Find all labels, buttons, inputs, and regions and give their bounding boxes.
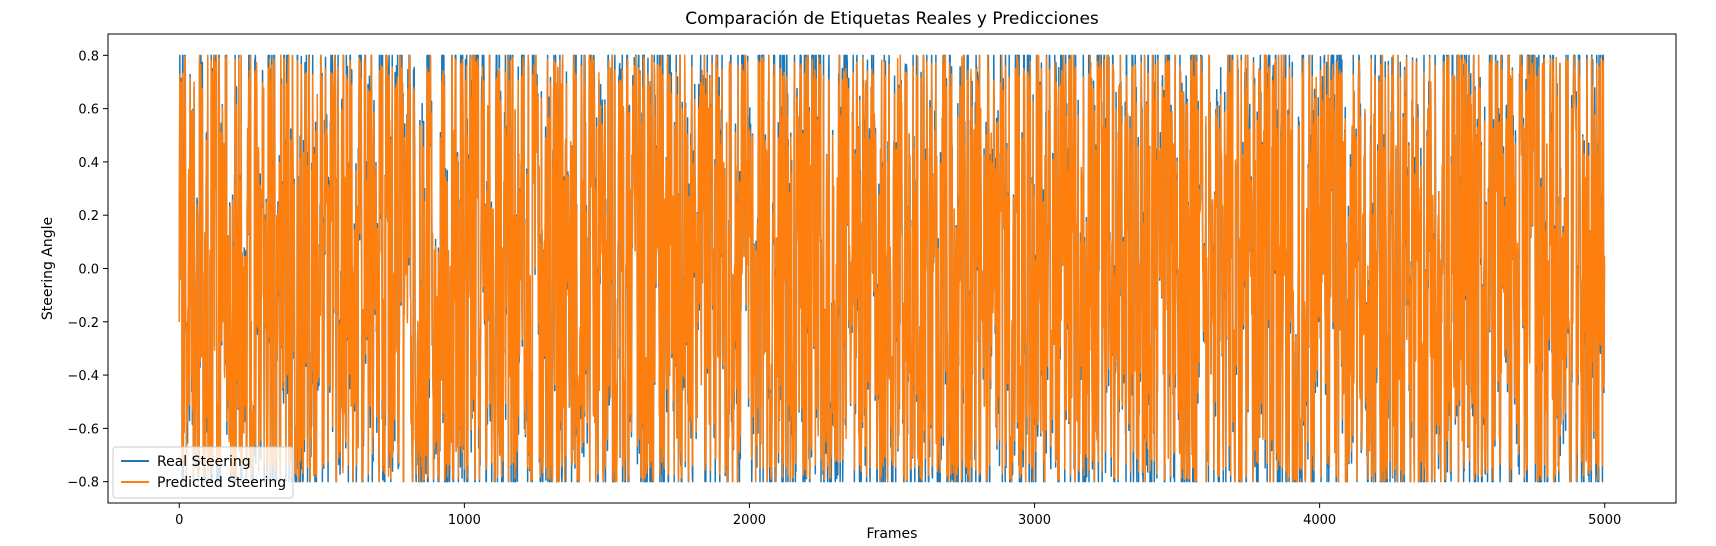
- y-axis-label: Steering Angle: [40, 217, 56, 320]
- x-axis: 0 1000 2000 3000 4000 5000: [175, 503, 1621, 528]
- y-tick-label: 0.0: [78, 263, 99, 278]
- x-tick-label: 1000: [448, 513, 481, 528]
- series-predicted-steering: [178, 54, 1606, 483]
- y-tick-label: 0.6: [78, 103, 99, 118]
- legend: Real Steering Predicted Steering: [112, 446, 294, 499]
- y-tick-label: −0.4: [67, 369, 99, 384]
- legend-label-real-steering: Real Steering: [157, 454, 251, 470]
- x-tick-label: 4000: [1303, 513, 1336, 528]
- plot-area: [107, 33, 1677, 504]
- y-tick-label: −0.6: [67, 422, 99, 437]
- y-tick-label: 0.2: [78, 209, 99, 224]
- y-tick-label: −0.2: [67, 316, 99, 331]
- y-axis: −0.8 −0.6 −0.4 −0.2 0.0 0.2 0.4 0.6 0.8: [67, 49, 108, 491]
- x-axis-label: Frames: [867, 526, 918, 542]
- x-tick-label: 5000: [1588, 513, 1621, 528]
- series-line-predicted-steering: [178, 54, 1606, 483]
- y-tick-label: −0.8: [67, 476, 99, 491]
- y-tick-label: 0.4: [78, 156, 99, 171]
- x-tick-label: 0: [175, 513, 183, 528]
- x-tick-label: 3000: [1018, 513, 1051, 528]
- legend-box: [112, 446, 294, 499]
- y-tick-label: 0.8: [78, 49, 99, 64]
- legend-label-predicted-steering: Predicted Steering: [157, 475, 286, 491]
- x-tick-label: 2000: [733, 513, 766, 528]
- chart-title: Comparación de Etiquetas Reales y Predic…: [685, 9, 1099, 29]
